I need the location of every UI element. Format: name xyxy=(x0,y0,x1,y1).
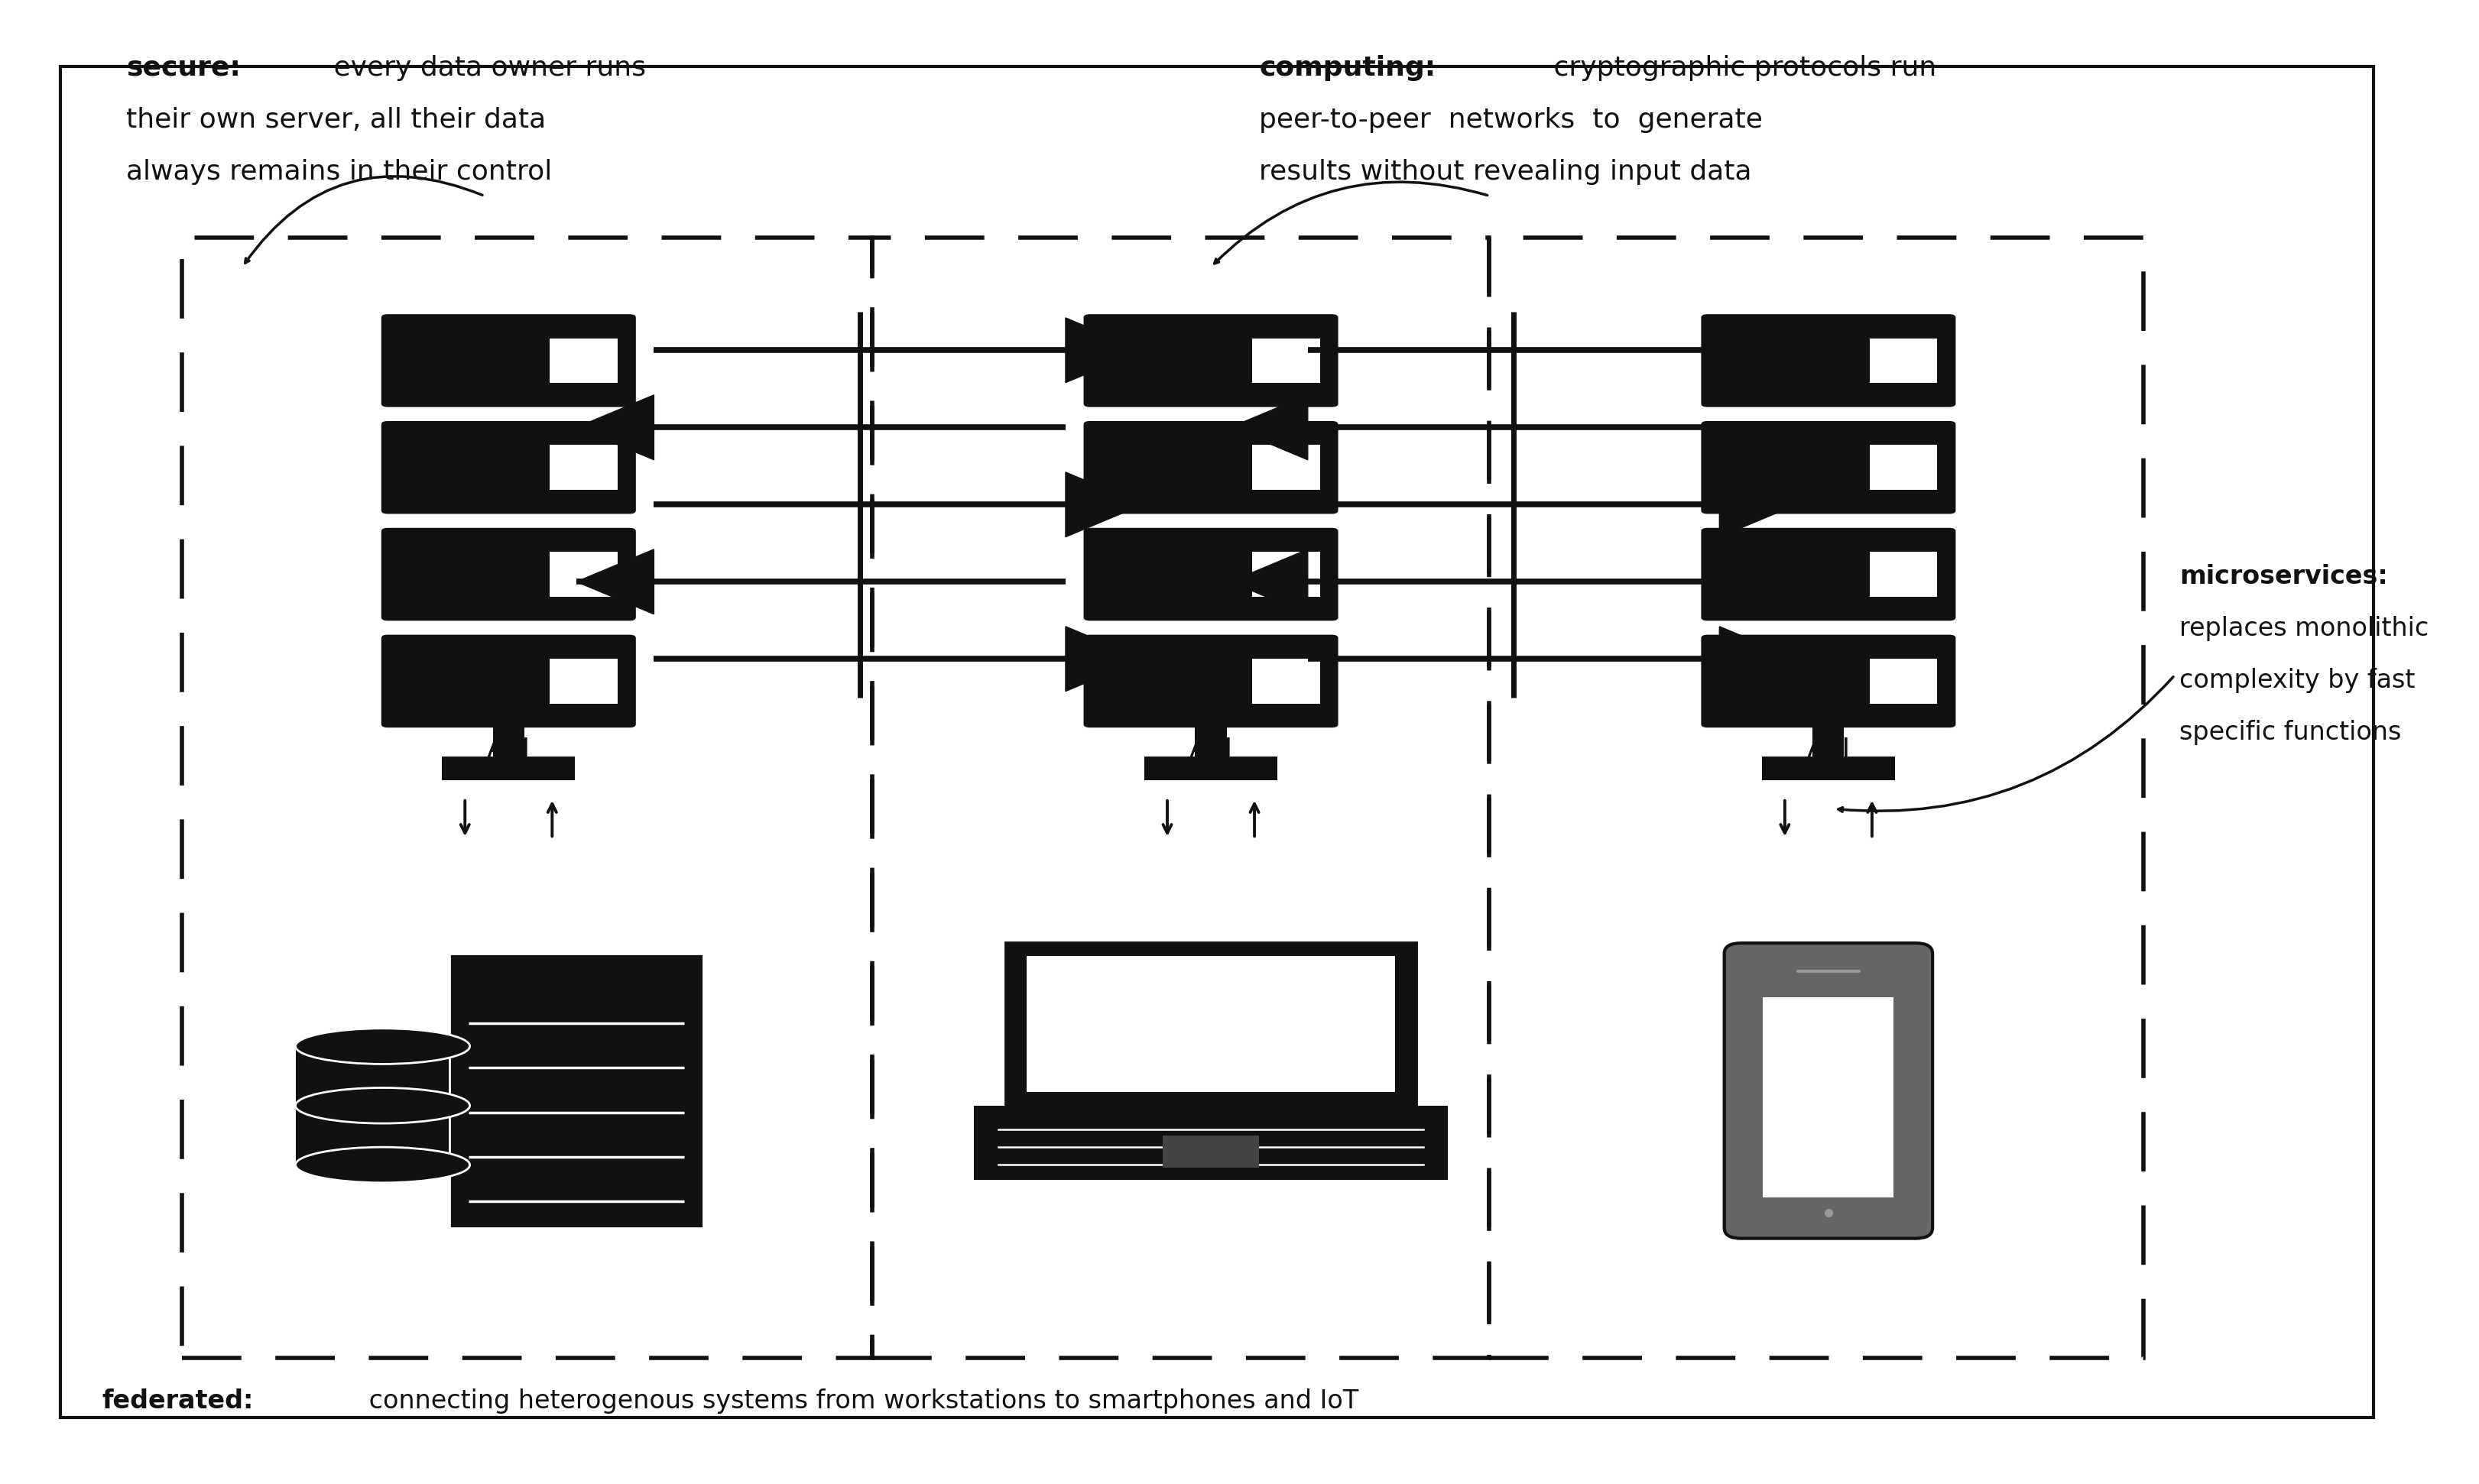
FancyBboxPatch shape xyxy=(379,634,637,729)
FancyBboxPatch shape xyxy=(1163,1135,1259,1168)
FancyBboxPatch shape xyxy=(974,1106,1448,1180)
FancyBboxPatch shape xyxy=(379,527,637,622)
Ellipse shape xyxy=(295,1028,471,1064)
FancyBboxPatch shape xyxy=(1869,659,1939,703)
FancyBboxPatch shape xyxy=(1701,527,1956,622)
FancyBboxPatch shape xyxy=(1701,313,1956,408)
Text: specific functions: specific functions xyxy=(2179,720,2402,745)
FancyBboxPatch shape xyxy=(1812,724,1844,757)
Text: connecting heterogenous systems from workstations to smartphones and IoT: connecting heterogenous systems from wor… xyxy=(362,1389,1358,1413)
Text: always remains in their control: always remains in their control xyxy=(126,159,553,186)
FancyBboxPatch shape xyxy=(1869,445,1939,490)
FancyBboxPatch shape xyxy=(550,659,617,703)
FancyBboxPatch shape xyxy=(449,953,704,1229)
Polygon shape xyxy=(1066,472,1143,537)
Polygon shape xyxy=(1720,626,1797,692)
Text: complexity by fast: complexity by fast xyxy=(2179,668,2415,693)
Text: every data owner runs: every data owner runs xyxy=(325,55,645,82)
Text: replaces monolithic: replaces monolithic xyxy=(2179,616,2429,641)
FancyBboxPatch shape xyxy=(493,724,523,757)
Text: their own server, all their data: their own server, all their data xyxy=(126,107,545,134)
FancyBboxPatch shape xyxy=(1195,724,1227,757)
FancyBboxPatch shape xyxy=(379,313,637,408)
FancyBboxPatch shape xyxy=(379,420,637,515)
Text: federated:: federated: xyxy=(102,1389,253,1413)
FancyBboxPatch shape xyxy=(59,67,2372,1417)
FancyBboxPatch shape xyxy=(550,445,617,490)
FancyBboxPatch shape xyxy=(1252,445,1319,490)
Text: microservices:: microservices: xyxy=(2179,564,2387,589)
Ellipse shape xyxy=(295,1088,471,1123)
FancyBboxPatch shape xyxy=(1026,956,1396,1092)
Text: API: API xyxy=(486,736,531,763)
FancyBboxPatch shape xyxy=(1083,634,1339,729)
FancyBboxPatch shape xyxy=(1701,420,1956,515)
FancyBboxPatch shape xyxy=(1763,757,1894,781)
FancyBboxPatch shape xyxy=(1083,420,1339,515)
FancyBboxPatch shape xyxy=(1252,659,1319,703)
Text: API: API xyxy=(1190,736,1232,763)
FancyBboxPatch shape xyxy=(1252,552,1319,597)
Text: computing:: computing: xyxy=(1259,55,1435,82)
FancyBboxPatch shape xyxy=(1701,634,1956,729)
Polygon shape xyxy=(1720,318,1797,383)
Polygon shape xyxy=(578,549,654,614)
FancyBboxPatch shape xyxy=(550,338,617,383)
Text: peer-to-peer  networks  to  generate: peer-to-peer networks to generate xyxy=(1259,107,1763,134)
FancyBboxPatch shape xyxy=(1252,338,1319,383)
Text: cryptographic protocols run: cryptographic protocols run xyxy=(1544,55,1936,82)
Polygon shape xyxy=(1720,472,1797,537)
Text: results without revealing input data: results without revealing input data xyxy=(1259,159,1753,186)
Polygon shape xyxy=(1066,318,1143,383)
FancyBboxPatch shape xyxy=(1869,552,1939,597)
FancyBboxPatch shape xyxy=(1004,942,1416,1106)
Ellipse shape xyxy=(295,1147,471,1183)
FancyBboxPatch shape xyxy=(550,552,617,597)
FancyBboxPatch shape xyxy=(1763,997,1894,1198)
FancyBboxPatch shape xyxy=(295,1046,471,1165)
FancyBboxPatch shape xyxy=(1145,757,1277,781)
FancyBboxPatch shape xyxy=(1725,944,1934,1238)
Text: API: API xyxy=(1807,736,1849,763)
FancyBboxPatch shape xyxy=(441,757,575,781)
Polygon shape xyxy=(1066,626,1143,692)
Polygon shape xyxy=(578,395,654,460)
Text: secure:: secure: xyxy=(126,55,240,82)
FancyBboxPatch shape xyxy=(1083,527,1339,622)
FancyBboxPatch shape xyxy=(1869,338,1939,383)
FancyBboxPatch shape xyxy=(1083,313,1339,408)
Polygon shape xyxy=(1230,395,1309,460)
Polygon shape xyxy=(1230,549,1309,614)
